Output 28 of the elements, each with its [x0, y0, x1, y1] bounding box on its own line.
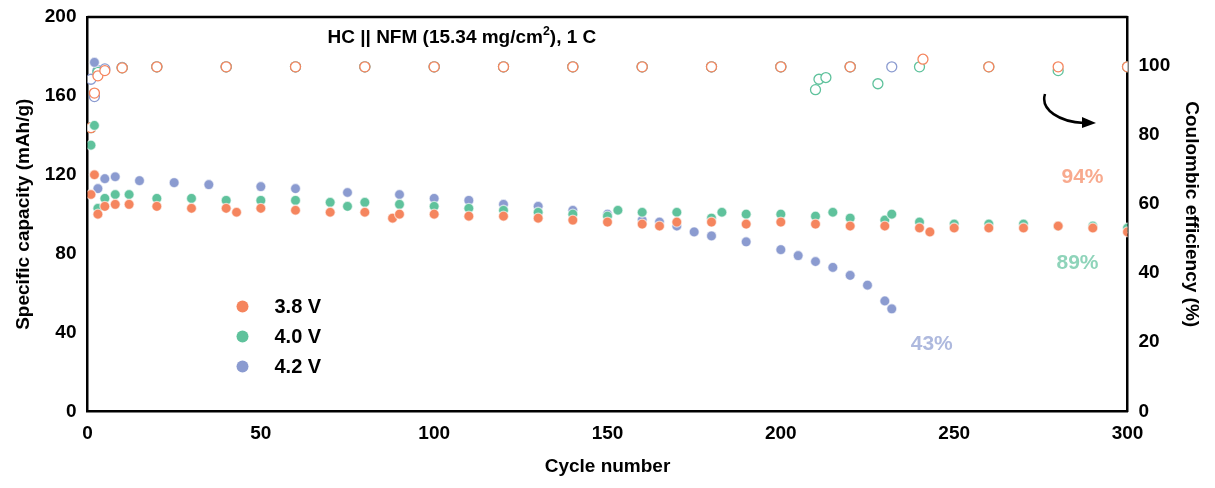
x-tick-label: 200 [764, 422, 797, 444]
x-tick-label: 150 [591, 422, 624, 444]
x-tick-label: 250 [938, 422, 971, 444]
x-tick-label: 50 [250, 422, 272, 444]
y2-axis-title: Coulombic efficiency (%) [1182, 101, 1204, 328]
legend-label: 4.0 V [274, 324, 322, 347]
y-tick-label: 200 [44, 5, 77, 27]
y-axis-title: Specific capacity (mAh/g) [11, 98, 33, 330]
y2-tick-label: 20 [1138, 330, 1160, 352]
x-axis-title: Cycle number [544, 454, 671, 476]
annotation: 43% [910, 330, 954, 354]
y-tick-label: 0 [65, 399, 77, 421]
annotation: 94% [1061, 163, 1104, 187]
y-tick-label: 80 [55, 241, 77, 263]
y2-tick-label: 40 [1138, 261, 1160, 283]
y-tick-label: 120 [44, 162, 77, 184]
y2-tick-label: 0 [1138, 399, 1150, 421]
x-tick-label: 100 [418, 422, 451, 444]
annotation: 89% [1056, 249, 1099, 273]
x-tick-label: 0 [82, 422, 93, 444]
y-tick-label: 160 [44, 84, 77, 106]
y2-tick-label: 80 [1138, 122, 1160, 144]
y-tick-label: 40 [55, 320, 77, 342]
legend-label: 3.8 V [274, 294, 322, 317]
y2-tick-label: 100 [1138, 53, 1171, 75]
y2-tick-label: 60 [1138, 192, 1160, 214]
legend-label: 4.2 V [274, 354, 322, 377]
x-tick-label: 300 [1111, 422, 1144, 444]
